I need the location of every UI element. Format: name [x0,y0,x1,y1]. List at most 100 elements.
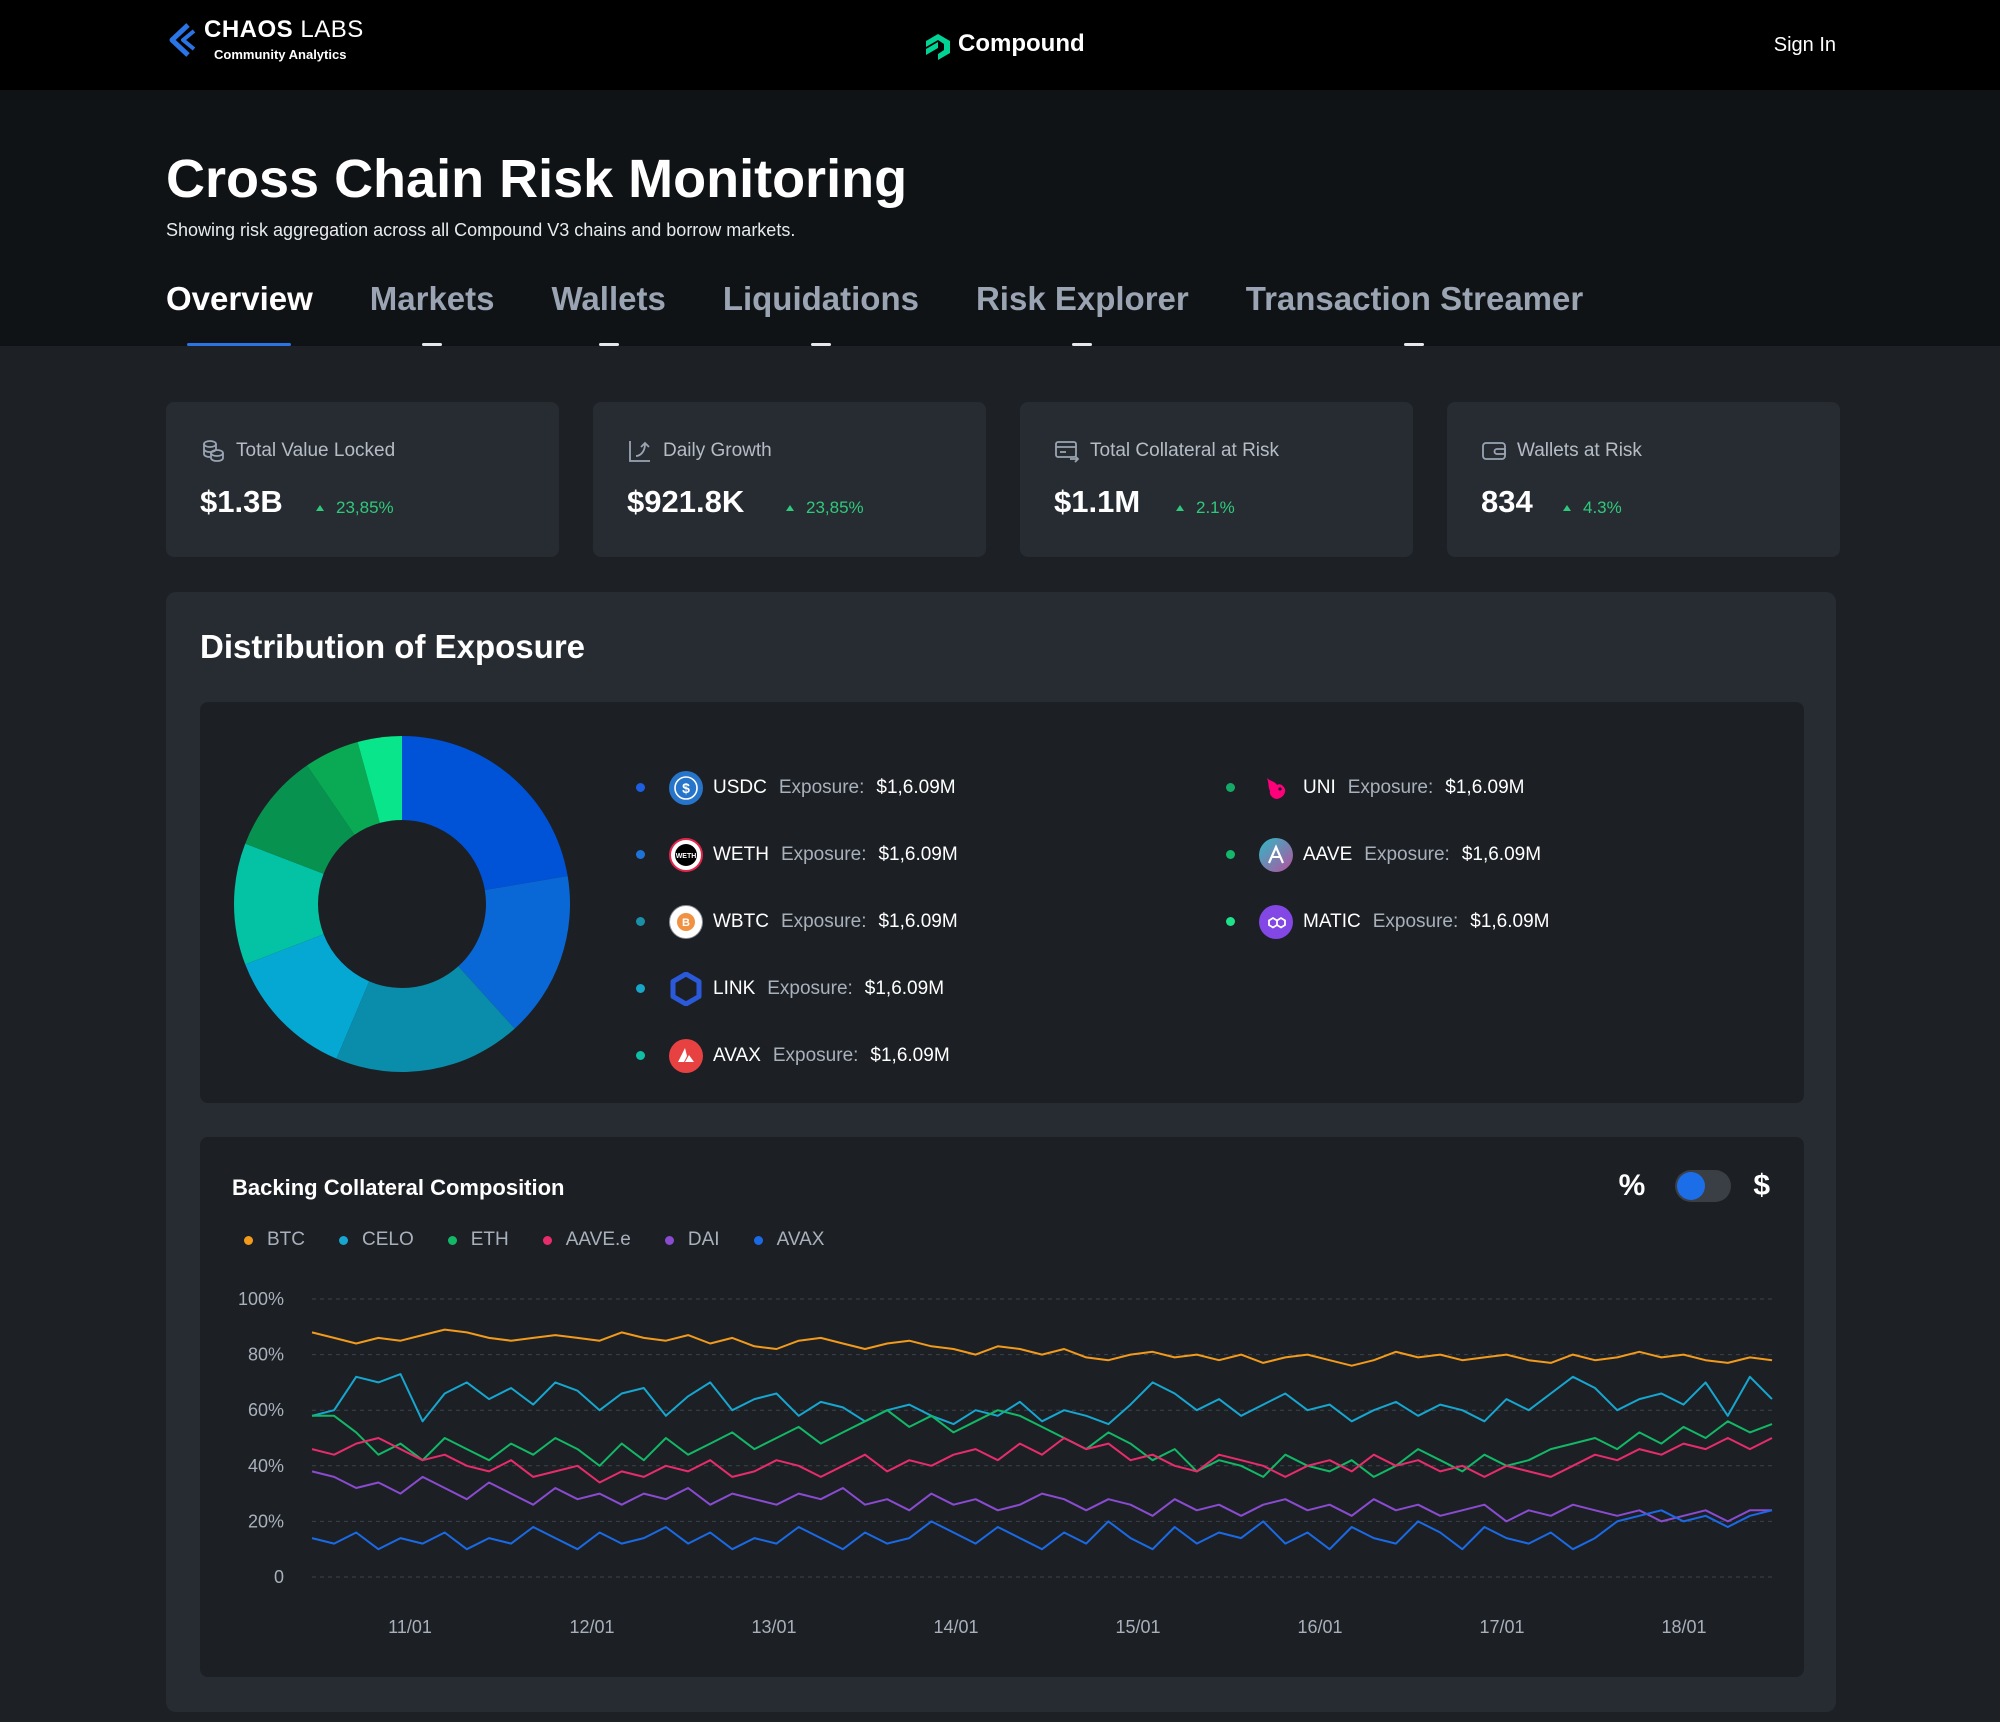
legend-dot [753,1235,763,1245]
series-line-aave-e[interactable] [311,1437,1773,1484]
trend-up-icon [1176,505,1184,511]
stat-value: $1.3B [200,484,283,519]
donut-slice-avax[interactable] [234,843,324,965]
section-title: Distribution of Exposure [200,628,586,665]
legend-item-avax[interactable]: AVAX Exposure: $1,6.09M [636,1022,958,1089]
tab-transaction-streamer[interactable]: Transaction Streamer [1246,280,1583,346]
exposure-label: Exposure: [780,843,867,865]
svg-text:$: $ [682,780,690,796]
dollar-label[interactable]: $ [1753,1169,1770,1202]
exposure-label: Exposure: [1347,776,1434,798]
donut-slice-matic[interactable] [357,736,402,823]
tab-overview[interactable]: Overview [166,280,313,346]
x-tick-label: 12/01 [569,1617,614,1637]
collateral-composition-card: Backing Collateral Composition % $ BTC CE… [200,1137,1804,1677]
asset-legend-right: UNI Exposure: $1,6.09M AAVE Exposure: $1… [1226,754,1549,955]
exposure-label: Exposure: [772,1044,859,1066]
chart-legend-item-btc[interactable]: BTC [244,1229,305,1251]
tab-liquidations[interactable]: Liquidations [723,280,919,346]
asset-symbol: UNI [1303,776,1336,798]
exposure-panel: Distribution of Exposure $ USDC Exposure… [166,592,1836,1712]
donut-slice-weth[interactable] [458,876,570,1029]
unit-switch[interactable] [1675,1170,1732,1202]
tab-wallets[interactable]: Wallets [552,280,666,346]
legend-dot [1226,850,1235,859]
donut-slice-aave[interactable] [306,741,380,835]
legend-item-weth[interactable]: WETH WETH Exposure: $1,6.09M [636,821,958,888]
collateral-line-chart[interactable]: 100% 80% 60% 40% 20% 0 11/01 12/01 13/01 14/01 15/… [200,1137,1804,1677]
coins-icon [203,440,224,462]
legend-dot [664,1235,674,1245]
y-tick-label: 0 [274,1567,284,1587]
legend-dot [636,984,645,993]
stat-cards: Total Value Locked $1.3B 23,85% Daily Gr… [166,402,1840,557]
legend-dot [447,1235,457,1245]
stat-card-collateral-at-risk: Total Collateral at Risk $1.1M 2.1% [1020,402,1413,557]
percent-label[interactable]: % [1618,1169,1646,1202]
chart-title: Backing Collateral Composition [232,1175,565,1200]
chaos-labs-logo[interactable]: CHAOS LABS Community Analytics [166,18,364,61]
compound-logo[interactable]: Compound [924,27,1085,61]
donut-slice-usdc[interactable] [402,736,568,891]
trend-up-icon [1563,505,1571,511]
series-line-celo[interactable] [311,1373,1773,1426]
page-title: Cross Chain Risk Monitoring [166,149,908,209]
asset-symbol: WETH [713,843,769,865]
exposure-amount: $1,6.09M [1470,910,1550,932]
sign-in-link[interactable]: Sign In [1773,34,1836,56]
legend-item-wbtc[interactable]: B WBTC Exposure: $1,6.09M [636,888,958,955]
exposure-donut-chart[interactable] [232,734,572,1074]
chart-legend-item-avax[interactable]: AVAX [753,1229,824,1251]
tab-bar: Overview Markets Wallets Liquidations Ri… [166,280,1640,346]
tab-markets[interactable]: Markets [370,280,495,346]
exposure-amount: $1,6.09M [864,977,945,999]
link-icon [669,971,703,1006]
stat-label: Daily Growth [663,440,772,461]
brand-name: CHAOS LABS [204,16,364,43]
donut-slice-wbtc[interactable] [336,966,515,1072]
legend-item-matic[interactable]: MATIC Exposure: $1,6.09M [1226,888,1549,955]
exposure-amount: $1,6.09M [878,843,958,865]
series-line-eth[interactable] [312,1409,1773,1478]
x-tick-label: 16/01 [1297,1617,1342,1637]
legend-dot [636,917,645,926]
stat-change: 23,85% [316,498,394,518]
top-bar: CHAOS LABS Community Analytics Compound … [0,0,2000,90]
legend-label: BTC [267,1229,305,1250]
x-tick-label: 11/01 [388,1617,432,1637]
svg-text:WETH: WETH [676,853,697,860]
series-line-dai[interactable] [311,1470,1772,1523]
legend-item-aave[interactable]: AAVE Exposure: $1,6.09M [1226,821,1549,888]
trend-up-icon [786,505,794,511]
page-subtitle: Showing risk aggregation across all Comp… [166,220,796,240]
chart-legend: BTC CELO ETH AAVE.e DAI AVAX [244,1229,858,1251]
asset-legend-left: $ USDC Exposure: $1,6.09M WETH WETH Expo… [636,754,958,1089]
series-line-btc[interactable] [311,1328,1773,1367]
weth-icon: WETH [669,837,703,872]
tab-risk-explorer[interactable]: Risk Explorer [976,280,1189,346]
donut-slice-uni[interactable] [245,765,355,874]
aave-icon [1259,837,1293,872]
legend-item-usdc[interactable]: $ USDC Exposure: $1,6.09M [636,754,958,821]
legend-item-link[interactable]: LINK Exposure: $1,6.09M [636,955,958,1022]
legend-dot [1226,783,1235,792]
growth-icon [629,441,650,462]
chart-legend-item-eth[interactable]: ETH [447,1229,509,1251]
stat-label: Wallets at Risk [1517,440,1642,461]
legend-label: CELO [362,1229,414,1250]
legend-dot [636,1051,645,1060]
donut-slice-link[interactable] [245,934,370,1059]
legend-item-uni[interactable]: UNI Exposure: $1,6.09M [1226,754,1549,821]
exposure-amount: $1,6.09M [878,910,958,932]
collateral-icon [1055,441,1080,463]
chart-legend-item-dai[interactable]: DAI [664,1229,720,1251]
exposure-amount: $1,6.09M [1461,843,1542,865]
page-header: Cross Chain Risk Monitoring Showing risk… [0,90,2000,346]
chart-legend-item-celo[interactable]: CELO [339,1229,414,1251]
exposure-label: Exposure: [780,910,867,932]
chart-legend-item-aave-e[interactable]: AAVE.e [542,1229,631,1251]
asset-symbol: AVAX [713,1044,761,1066]
series-line-avax[interactable] [311,1509,1773,1551]
legend-dot [542,1235,552,1245]
exposure-amount: $1,6.09M [870,1044,950,1066]
